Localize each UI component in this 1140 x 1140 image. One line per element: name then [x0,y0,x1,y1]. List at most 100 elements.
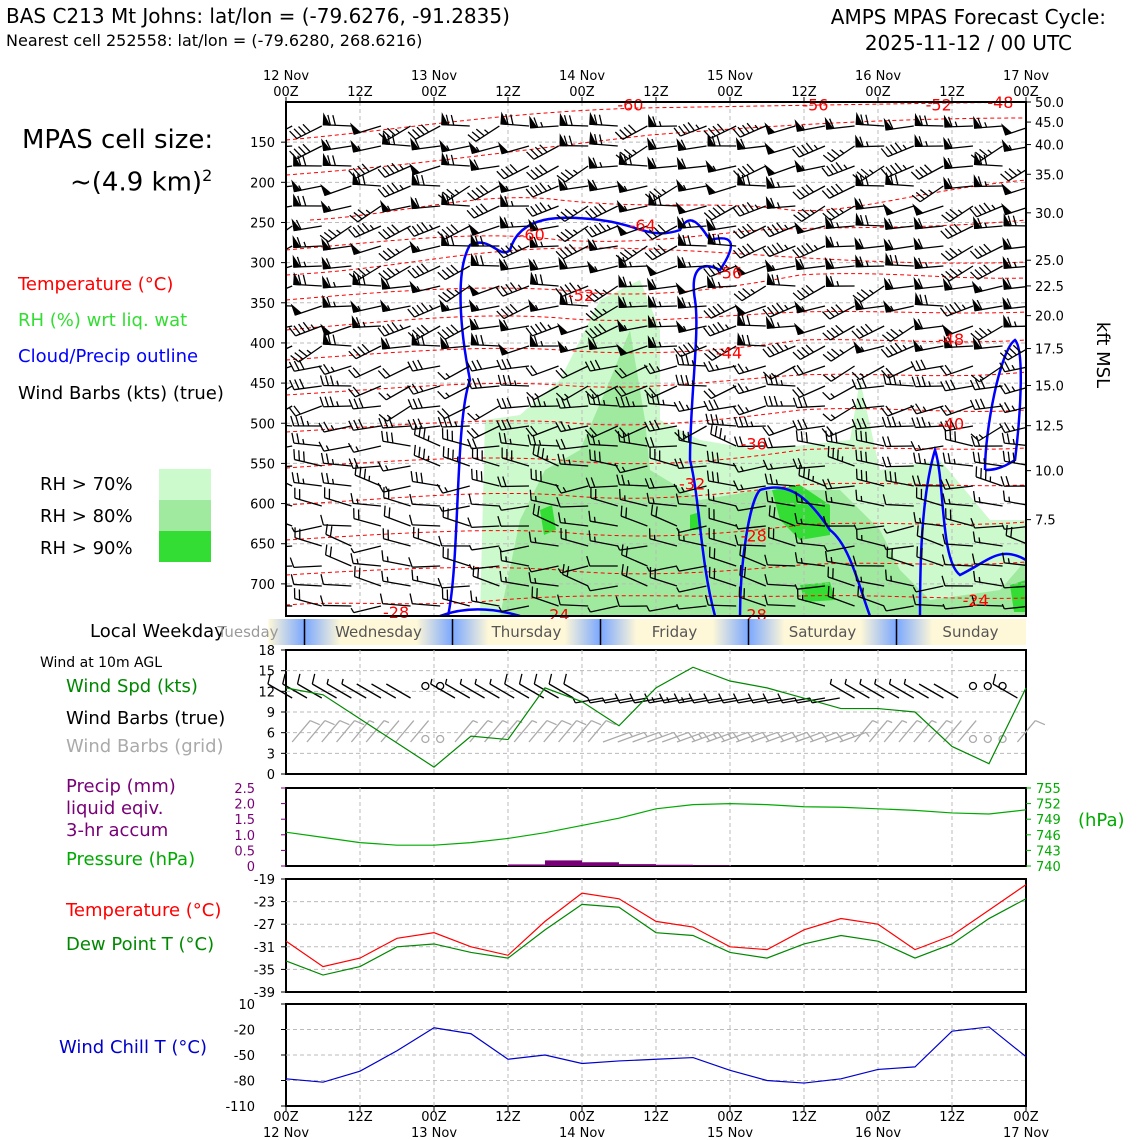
precip-bar [545,860,582,866]
temp-contour-label: -28 [383,603,409,622]
wind-barb [557,512,589,527]
wind-barb [969,202,1003,218]
wind-barb [354,464,382,487]
wind-barb [286,605,293,607]
wind-barb [883,238,914,251]
wind-barb [615,596,648,608]
wind-barb [529,333,559,347]
wind-barb [584,425,619,439]
wind-barb [856,528,885,547]
wind-barb [585,305,619,321]
wind-barb [378,417,411,429]
wind-barb [708,546,737,567]
wind-barb [675,320,707,333]
wind-barb [677,429,707,447]
bottom-time-hour: 12Z [791,1110,817,1125]
wind-barb [644,244,678,261]
wind-barb [794,513,826,527]
wind-barb [648,192,677,207]
wind-barb [1003,213,1026,227]
bottom-time-date: 16 Nov [855,1126,901,1140]
cloud-outline-bottom [439,608,521,616]
precip-panel-grid [359,788,953,866]
wind-barb [469,158,500,171]
temp-contour-label: -32 [679,474,705,493]
wind-barb [703,345,737,361]
wind-barb [555,421,589,433]
wind-barb [827,566,855,587]
wind-barb [319,375,352,387]
wind-barb [324,544,352,567]
wind-barb [644,385,678,399]
wind-barb [733,436,766,448]
wind-barb [705,160,737,173]
wind-barb [885,252,914,267]
wind-barb [943,335,974,349]
bottom-time-hour: 12Z [495,1110,521,1125]
wind-barb [763,395,796,407]
height-axis-label: kft MSL [1092,322,1113,388]
wind-barb [644,419,678,432]
wind-barb [912,585,944,593]
wind-barb [526,144,559,160]
wind-barb-10m [563,673,589,699]
wind-barb [472,565,500,587]
wind-barb [1000,168,1026,182]
wind-barb-10m [311,673,337,699]
wind-barb-grid [942,720,962,743]
cell-size-exp: 2 [202,166,213,185]
wind-barb [410,471,441,487]
wind-barb [941,575,973,587]
wind-barb [528,299,559,312]
wind-barb [882,373,914,387]
wind-barb [940,245,974,261]
weekday-label: Saturday [789,623,857,641]
wind-barb [969,398,1003,411]
wind-barb [706,450,737,467]
wind-barb [320,200,352,213]
wind-barb-10m [444,678,471,699]
wind-barb [882,494,914,507]
cell-size-value: ~(4.9 km) [70,167,203,198]
wind-barb [973,570,1003,587]
wind-barb [614,463,648,474]
wind-barb [821,162,855,177]
forecast-cycle: AMPS MPAS Forecast Cycle: 2025-11-12 / 0… [831,4,1106,56]
wind-barb [972,451,1003,467]
wind-barb [764,163,796,177]
wind-barb [497,516,529,527]
bottom-time-hour: 12Z [643,1110,669,1125]
isotherm-13 [286,521,1026,541]
calm-circle [436,734,445,744]
wind-barb [437,577,470,589]
wind-barb-grid [632,731,663,743]
wind-barb [556,225,589,243]
temp-contour-label: -52 [926,95,952,114]
wind-barb [614,385,648,397]
wind-barb [883,277,914,291]
top-time-hour: 12Z [495,85,521,100]
wind-barb-grid [484,719,508,743]
wind-barb [912,339,944,352]
wind-barb [734,534,766,547]
wind-barb [971,553,1003,567]
wind-barb [827,446,855,467]
wind-barb [733,285,767,302]
wind-barb [911,416,944,429]
wind-barb [440,336,470,350]
wind-barb [498,432,530,447]
wind-barb [437,416,470,428]
wind-barb-10m [371,683,397,699]
wind-barb-10m [326,678,352,699]
wind-barb [467,405,500,421]
wind-barb [525,202,559,217]
wind-barb [290,345,323,363]
wind-barb [913,452,944,467]
wind-barb [555,483,589,494]
wind-barb [973,115,1003,129]
wind-barb [975,466,1003,487]
pressure-tick-label: 500 [250,417,275,432]
wind-barb-10m [874,678,900,699]
